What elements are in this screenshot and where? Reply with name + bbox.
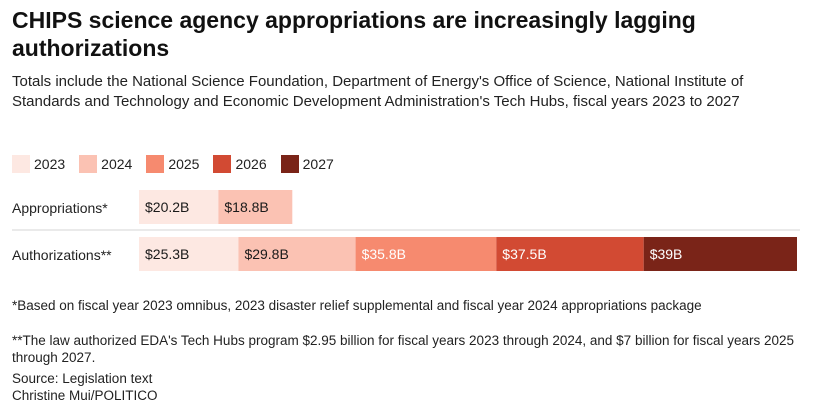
- legend-item-2027: 2027: [280, 155, 334, 173]
- data-label: $39B: [650, 246, 683, 262]
- legend-swatch: [79, 155, 98, 173]
- legend-item-2026: 2026: [213, 155, 267, 173]
- bar-appropriations-2023: [139, 190, 219, 224]
- bar-authorizations-2025: [355, 237, 497, 271]
- row-label-authorizations: Authorizations**: [12, 247, 112, 263]
- data-label: $25.3B: [145, 246, 189, 262]
- chart-subtitle: Totals include the National Science Foun…: [12, 73, 744, 110]
- legend: 2023 2024 2025 2026 2027: [12, 154, 348, 174]
- bar-authorizations-2024: [238, 237, 356, 271]
- footnote-authorizations: **The law authorized EDA's Tech Hubs pro…: [12, 333, 795, 365]
- legend-swatch: [280, 155, 299, 173]
- data-label: $37.5B: [502, 246, 546, 262]
- bar-authorizations-2027: [643, 237, 797, 271]
- data-label: $20.2B: [145, 199, 189, 215]
- legend-label: 2026: [235, 156, 267, 172]
- legend-label: 2025: [168, 156, 200, 172]
- legend-label: 2023: [34, 156, 66, 172]
- data-label: $35.8B: [362, 246, 406, 262]
- legend-label: 2027: [302, 156, 334, 172]
- legend-swatch: [213, 155, 232, 173]
- legend-item-2023: 2023: [12, 155, 65, 173]
- legend-item-2024: 2024: [79, 155, 132, 173]
- footnote-appropriations: *Based on fiscal year 2023 omnibus, 2023…: [12, 298, 702, 313]
- data-label: $18.8B: [224, 199, 268, 215]
- legend-label: 2024: [101, 156, 133, 172]
- stacked-bar-chart: $20.2B $18.8B $25.3B $29.8B $35.8B $37.5B $39B: [12, 190, 800, 271]
- legend-swatch: [146, 155, 165, 173]
- legend-item-2025: 2025: [146, 155, 199, 173]
- bar-authorizations-2023: [139, 237, 239, 271]
- chart-title: CHIPS science agency appropriations are …: [12, 7, 696, 61]
- data-label: $29.8B: [244, 246, 288, 262]
- bar-appropriations-2024: [218, 190, 293, 224]
- legend-swatch: [12, 155, 30, 173]
- row-label-appropriations: Appropriations*: [12, 200, 108, 216]
- credit-note: Christine Mui/POLITICO: [12, 388, 158, 403]
- source-note: Source: Legislation text: [12, 371, 153, 386]
- bar-authorizations-2026: [496, 237, 644, 271]
